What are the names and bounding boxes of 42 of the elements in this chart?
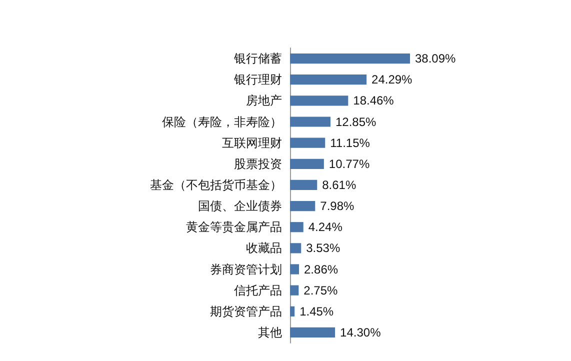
- data-label: 7.98%: [320, 199, 354, 214]
- y-tick-label: 保险（寿险，非寿险）: [162, 114, 282, 129]
- data-label: 18.46%: [353, 94, 394, 108]
- bar: [290, 222, 304, 232]
- bar: [290, 327, 336, 338]
- y-tick-label: 信托产品: [234, 283, 282, 298]
- y-tick-label: 收藏品: [246, 241, 282, 256]
- bar: [290, 180, 318, 190]
- data-label: 3.53%: [306, 241, 340, 256]
- y-tick-label: 银行理财: [233, 72, 282, 87]
- y-tick-label: 基金（不包括货币基金）: [150, 178, 282, 192]
- data-label: 38.09%: [415, 52, 456, 66]
- data-label: 10.77%: [328, 156, 370, 171]
- bar: [290, 96, 348, 106]
- y-tick-label: 券商资管计划: [210, 262, 282, 276]
- bar: [290, 306, 295, 316]
- bar: [290, 158, 324, 169]
- data-label: 2.86%: [304, 262, 338, 276]
- y-tick-label: 房地产: [246, 94, 282, 108]
- bar: [290, 138, 326, 148]
- y-tick-label: 其他: [258, 325, 282, 340]
- bar: [290, 243, 302, 254]
- y-tick-label: 互联网理财: [222, 136, 282, 150]
- data-label: 1.45%: [300, 304, 334, 318]
- y-tick-label: 国债、企业债券: [198, 199, 282, 214]
- data-label: 11.15%: [330, 136, 370, 150]
- bar: [290, 74, 367, 85]
- bar: [290, 264, 300, 274]
- y-tick-label: 银行储蓄: [233, 52, 282, 66]
- data-label: 24.29%: [372, 72, 413, 87]
- data-label: 14.30%: [340, 325, 382, 340]
- bar: [290, 200, 316, 212]
- y-tick-label: 期货资管产品: [210, 304, 282, 318]
- data-label: 2.75%: [304, 283, 338, 298]
- bar: [290, 116, 330, 127]
- y-tick-label: 股票投资: [234, 156, 282, 171]
- data-label: 4.24%: [308, 220, 343, 234]
- y-tick-label: 黄金等贵金属产品: [186, 220, 282, 234]
- data-label: 12.85%: [335, 114, 377, 129]
- data-label: 8.61%: [322, 178, 356, 192]
- bar: [290, 53, 410, 64]
- bar: [290, 285, 299, 296]
